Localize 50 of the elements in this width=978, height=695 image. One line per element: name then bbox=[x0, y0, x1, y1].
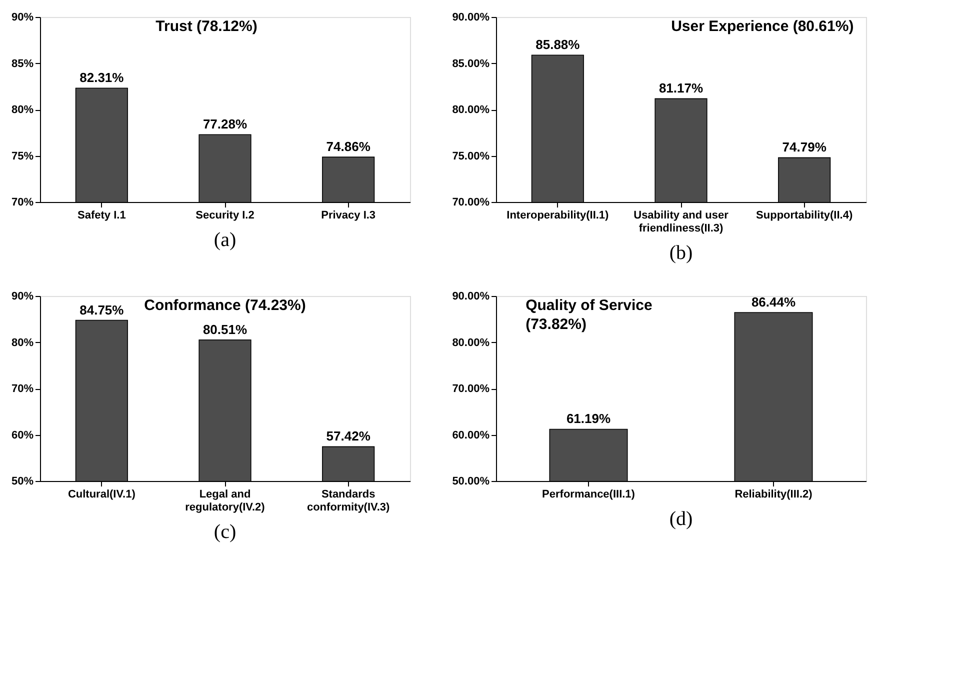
y-tick-label: 75% bbox=[11, 150, 34, 162]
y-tick-label: 50% bbox=[11, 476, 34, 488]
x-tick-label: Reliability(III.2) bbox=[734, 488, 813, 500]
data-label: 82.31% bbox=[80, 70, 124, 86]
x-tick-label: Interoperability(II.1) bbox=[506, 210, 610, 222]
x-tick-label: Legal and regulatory(IV.2) bbox=[185, 488, 266, 514]
x-tick-label: Standards conformity(IV.3) bbox=[306, 488, 390, 514]
chart-title: User Experience (80.61%) bbox=[671, 18, 854, 35]
data-label: 81.17% bbox=[658, 80, 704, 96]
y-tick-label: 90% bbox=[11, 12, 34, 24]
y-tick-label: 85% bbox=[11, 58, 34, 70]
y-tick-label: 70% bbox=[11, 383, 34, 395]
data-label: 74.86% bbox=[326, 139, 371, 154]
y-tick-label: 80% bbox=[11, 104, 34, 116]
y-tick-label: 50.00% bbox=[452, 476, 490, 488]
y-tick-label: 70.00% bbox=[452, 196, 490, 208]
y-tick-label: 70% bbox=[11, 196, 34, 208]
text: Quality of Service (73.82%) bbox=[526, 297, 652, 333]
y-tick-label: 75.00% bbox=[452, 150, 490, 162]
x-tick-label: Privacy I.3 bbox=[321, 210, 376, 222]
data-label: 85.88% bbox=[536, 37, 580, 52]
y-tick-label: 90.00% bbox=[452, 12, 490, 24]
text: (d) bbox=[669, 508, 693, 530]
data-label: 77.28% bbox=[202, 116, 248, 132]
data-label: 84.75% bbox=[80, 302, 124, 318]
text: (a) bbox=[214, 229, 236, 251]
x-tick-label: Safety I.1 bbox=[78, 210, 126, 222]
x-tick-label: Supportability(II.4) bbox=[756, 210, 853, 222]
y-tick-label: 60% bbox=[11, 429, 34, 442]
text: (b) bbox=[669, 242, 693, 264]
data-label: 61.19% bbox=[566, 411, 611, 426]
data-label: 74.79% bbox=[782, 140, 827, 155]
x-tick-label: Usability and user friendliness(II.3) bbox=[634, 210, 730, 234]
data-label: 57.42% bbox=[326, 428, 371, 444]
chart-title: Trust (78.12%) bbox=[156, 18, 258, 35]
y-tick-label: 70.00% bbox=[452, 383, 490, 395]
text: (c) bbox=[214, 521, 236, 543]
y-tick-label: 90% bbox=[11, 290, 34, 302]
y-tick-label: 60.00% bbox=[452, 429, 490, 442]
y-tick-label: 85.00% bbox=[452, 58, 490, 70]
x-tick-label: Security I.2 bbox=[196, 210, 254, 222]
x-tick-label: Performance(III.1) bbox=[542, 488, 636, 500]
data-label: 80.51% bbox=[202, 322, 248, 337]
y-tick-label: 90.00% bbox=[452, 290, 490, 302]
y-tick-label: 80.00% bbox=[452, 104, 490, 116]
y-tick-label: 80% bbox=[11, 336, 34, 349]
chart-title: Conformance (74.23%) bbox=[144, 297, 306, 314]
x-tick-label: Cultural(IV.1) bbox=[68, 488, 136, 500]
data-label: 86.44% bbox=[751, 294, 796, 310]
y-tick-label: 80.00% bbox=[452, 336, 490, 349]
